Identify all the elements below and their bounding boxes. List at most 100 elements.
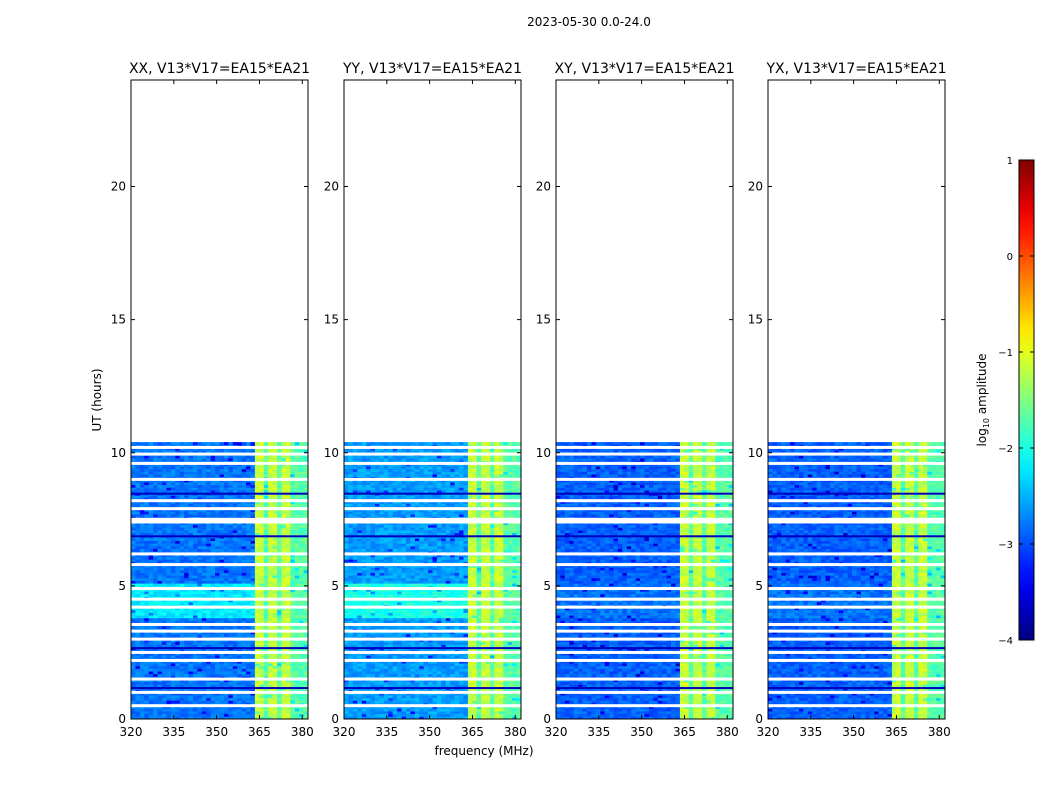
heatmap-cell	[197, 593, 203, 597]
heatmap-cell	[232, 609, 238, 613]
heatmap-cell	[290, 495, 296, 499]
heatmap-cell	[228, 705, 234, 709]
heatmap-cell	[219, 458, 225, 462]
heatmap-cell	[294, 537, 300, 542]
heatmap-cell	[161, 711, 167, 715]
heatmap-cell	[285, 548, 291, 552]
heatmap-cell	[352, 716, 358, 720]
heatmap-cell	[232, 490, 238, 494]
heatmap-cell	[268, 700, 274, 704]
heatmap-cell	[494, 695, 500, 699]
heatmap-cell	[192, 644, 198, 648]
heatmap-cell	[463, 708, 469, 712]
heatmap-cell	[512, 700, 517, 704]
panel-title: XX, V13*V17=EA15*EA21	[129, 61, 310, 77]
heatmap-cell	[352, 679, 358, 683]
heatmap-cell	[161, 537, 167, 542]
heatmap-cell	[175, 529, 181, 534]
heatmap-cell	[166, 711, 172, 715]
heatmap-cell	[246, 572, 251, 576]
heatmap-cell	[303, 503, 309, 507]
heatmap-cell	[241, 471, 247, 475]
heatmap-cell	[250, 569, 256, 573]
heatmap-cell	[157, 652, 163, 656]
heatmap-cell	[344, 700, 349, 704]
heatmap-cell	[139, 588, 145, 592]
heatmap-cell	[503, 711, 509, 715]
heatmap-cell	[290, 455, 296, 459]
heatmap-cell	[290, 529, 296, 534]
heatmap-cell	[397, 695, 402, 699]
heatmap-cell	[192, 591, 198, 595]
heatmap-cell	[250, 609, 256, 613]
heatmap-cell	[246, 559, 251, 563]
heatmap-cell	[388, 708, 394, 712]
heatmap-cell	[153, 567, 158, 571]
heatmap-cell	[188, 479, 194, 483]
data-gap	[131, 650, 308, 654]
heatmap-cell	[228, 625, 234, 629]
heatmap-cell	[250, 591, 256, 595]
heatmap-cell	[294, 708, 300, 712]
heatmap-cell	[361, 708, 367, 712]
heatmap-cell	[201, 458, 207, 462]
heatmap-cell	[414, 673, 420, 677]
heatmap-cell	[192, 695, 198, 699]
heatmap-cell	[277, 500, 282, 504]
heatmap-cell	[223, 588, 229, 592]
heatmap-cell	[157, 569, 163, 573]
heatmap-cell	[246, 468, 251, 472]
heatmap-cell	[201, 490, 207, 494]
heatmap-cell	[237, 575, 243, 579]
heatmap-cell	[246, 524, 251, 528]
heatmap-cell	[139, 641, 145, 645]
heatmap-cell	[294, 458, 300, 462]
heatmap-cell	[272, 625, 278, 629]
heatmap-cell	[294, 681, 300, 685]
heatmap-cell	[161, 625, 167, 629]
heatmap-cell	[272, 708, 278, 712]
heatmap-cell	[135, 479, 141, 483]
heatmap-cell	[184, 532, 189, 536]
heatmap-cell	[450, 705, 456, 709]
heatmap-cell	[397, 700, 402, 704]
heatmap-cell	[272, 607, 278, 611]
heatmap-cell	[432, 671, 438, 675]
heatmap-cell	[237, 652, 243, 656]
heatmap-cell	[241, 695, 247, 699]
heatmap-cell	[197, 655, 203, 659]
heatmap-cell	[170, 663, 176, 667]
heatmap-cell	[263, 644, 269, 648]
heatmap-cell	[259, 697, 265, 701]
heatmap-cell	[135, 458, 141, 462]
heatmap-cell	[166, 599, 172, 603]
heatmap-cell	[459, 700, 464, 704]
heatmap-cell	[299, 521, 304, 526]
heatmap-cell	[175, 580, 181, 584]
heatmap-cell	[166, 639, 172, 643]
heatmap-cell	[281, 564, 287, 568]
heatmap-cell	[135, 529, 141, 534]
heatmap-cell	[139, 490, 145, 494]
heatmap-cell	[206, 474, 212, 478]
heatmap-cell	[184, 567, 189, 571]
heatmap-cell	[192, 503, 198, 507]
heatmap-cell	[223, 692, 229, 696]
heatmap-cell	[232, 711, 238, 715]
heatmap-cell	[166, 466, 172, 470]
heatmap-cell	[250, 599, 256, 603]
heatmap-cell	[250, 567, 256, 571]
heatmap-cell	[201, 609, 207, 613]
heatmap-cell	[281, 577, 287, 581]
heatmap-cell	[161, 479, 167, 483]
heatmap-cell	[392, 713, 398, 717]
heatmap-cell	[254, 479, 260, 483]
heatmap-cell	[246, 564, 251, 568]
heatmap-cell	[281, 692, 287, 696]
heatmap-cell	[144, 705, 150, 709]
heatmap-cell	[157, 612, 163, 616]
heatmap-cell	[175, 668, 181, 672]
heatmap-cell	[210, 487, 216, 491]
heatmap-cell	[166, 684, 172, 688]
heatmap-cell	[170, 556, 176, 560]
